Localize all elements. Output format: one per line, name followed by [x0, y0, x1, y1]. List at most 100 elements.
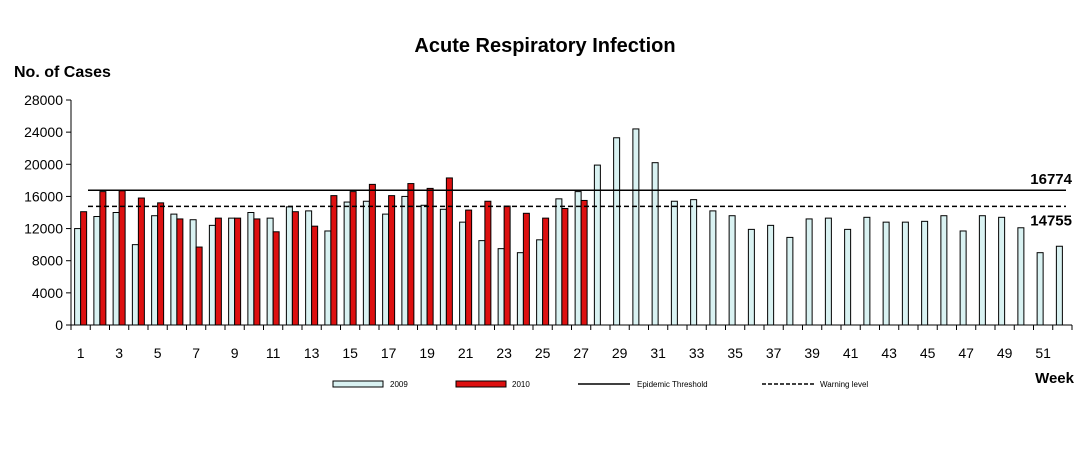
bar-2009-week-38 [786, 236, 794, 326]
bar-2009-week-21 [459, 221, 467, 326]
warning-level-label: 14755 [1030, 212, 1072, 229]
bar-2009-week-25 [536, 239, 544, 326]
bar-2009-week-22 [478, 240, 486, 326]
bar-2009-week-40 [824, 217, 832, 326]
y-tick-label: 8000 [32, 253, 63, 269]
bar-2009-week-13 [305, 210, 313, 326]
bar-2010-week-2 [99, 191, 107, 326]
legend-label: Epidemic Threshold [637, 380, 708, 389]
bar-2009-week-37 [767, 224, 775, 326]
x-tick-label: 9 [231, 345, 239, 361]
bar-2009-week-30 [632, 128, 640, 326]
reference-lines: 16774 14755 [88, 171, 1073, 229]
bars [74, 128, 1063, 326]
bar-2009-week-18 [401, 195, 409, 326]
bar-2009-week-33 [690, 199, 698, 326]
x-tick-label: 23 [496, 345, 512, 361]
bar-2010-week-20 [445, 177, 453, 326]
x-tick-label: 51 [1035, 345, 1051, 361]
bar-2009-week-19 [420, 204, 428, 326]
bar-2009-week-1 [74, 228, 82, 326]
bar-2009-week-14 [324, 230, 332, 326]
bar-2010-week-23 [503, 205, 511, 326]
x-tick-label: 41 [843, 345, 859, 361]
x-tick-label: 45 [920, 345, 936, 361]
x-tick-label: 3 [115, 345, 123, 361]
x-axis-label: Week [1035, 370, 1075, 387]
bar-2009-week-51 [1036, 252, 1044, 326]
bar-2009-week-3 [112, 212, 120, 326]
bar-2009-week-8 [208, 224, 216, 326]
x-tick-label: 33 [689, 345, 705, 361]
bar-2010-week-24 [522, 212, 530, 326]
bar-2010-week-11 [272, 231, 280, 326]
bar-2009-week-6 [170, 213, 178, 326]
bar-2010-week-1 [80, 211, 88, 326]
bar-2010-week-10 [253, 218, 261, 326]
x-tick-label: 35 [727, 345, 743, 361]
bar-2009-week-16 [362, 200, 370, 326]
bar-2009-week-35 [728, 215, 736, 326]
bar-2009-week-49 [998, 216, 1006, 326]
bar-2010-week-14 [330, 195, 338, 326]
bar-2009-week-11 [266, 217, 274, 326]
bar-2009-week-9 [228, 217, 236, 326]
bar-2010-week-15 [349, 191, 357, 326]
x-tick-label: 49 [997, 345, 1013, 361]
epidemic-threshold-label: 16774 [1030, 171, 1072, 188]
bar-2010-week-27 [580, 199, 588, 326]
bar-2010-week-21 [465, 209, 473, 326]
x-tick-label: 11 [266, 345, 281, 361]
bar-2009-week-17 [382, 213, 390, 326]
bar-2009-week-32 [670, 200, 678, 326]
x-tick-label: 27 [573, 345, 589, 361]
bar-2009-week-7 [189, 219, 197, 326]
x-axis: 1 3 5 7 9 11 13 15 17 19 21 23 25 27 29 31 33 35 37 39 41 43 4… [70, 325, 1073, 361]
legend-label: 2009 [390, 380, 408, 389]
bar-2009-week-43 [882, 221, 890, 326]
bar-2009-week-36 [747, 228, 755, 326]
legend-swatch-2009 [332, 380, 384, 388]
bar-2010-week-6 [176, 218, 184, 326]
bar-2010-week-5 [157, 202, 165, 326]
x-tick-label: 37 [766, 345, 782, 361]
x-tick-label: 15 [342, 345, 358, 361]
bar-2009-week-28 [593, 164, 601, 326]
bar-2009-week-50 [1017, 227, 1025, 326]
y-tick-label: 16000 [24, 188, 63, 204]
bar-2010-week-19 [426, 187, 434, 326]
x-tick-label: 17 [381, 345, 397, 361]
bar-2009-week-29 [613, 137, 621, 326]
legend-swatch-2010 [455, 380, 507, 388]
chart-title: Acute Respiratory Infection [414, 35, 675, 57]
bar-2009-week-52 [1055, 245, 1063, 326]
bar-2009-week-39 [805, 218, 813, 326]
x-tick-label: 47 [958, 345, 974, 361]
bar-2010-week-25 [542, 217, 550, 326]
bar-2009-week-20 [439, 208, 447, 326]
legend-label: 2010 [512, 380, 530, 389]
y-tick-label: 28000 [24, 92, 63, 108]
bar-2009-week-42 [863, 216, 871, 326]
y-tick-label: 0 [55, 317, 63, 333]
bar-2010-week-9 [234, 217, 242, 326]
bar-2009-week-31 [651, 162, 659, 326]
y-axis: 0 4000 8000 12000 16000 20000 24000 28000 [24, 92, 71, 333]
bar-2009-week-41 [844, 228, 852, 326]
bar-2009-week-48 [978, 215, 986, 326]
bar-2009-week-27 [574, 191, 582, 326]
bar-2009-week-15 [343, 201, 351, 326]
bar-2010-week-16 [368, 183, 376, 326]
bar-2009-week-4 [131, 244, 139, 326]
legend-label: Warning level [820, 380, 868, 389]
bar-2010-week-3 [118, 190, 126, 326]
x-tick-label: 13 [304, 345, 320, 361]
bar-2009-week-24 [516, 252, 524, 326]
bar-2010-week-22 [484, 200, 492, 326]
bar-2010-week-12 [291, 211, 299, 326]
bar-2009-week-5 [151, 215, 159, 326]
bar-2010-week-17 [388, 195, 396, 326]
legend: 2009 2010 Epidemic Threshold Warning level [332, 380, 868, 389]
bar-2009-week-46 [940, 215, 948, 326]
